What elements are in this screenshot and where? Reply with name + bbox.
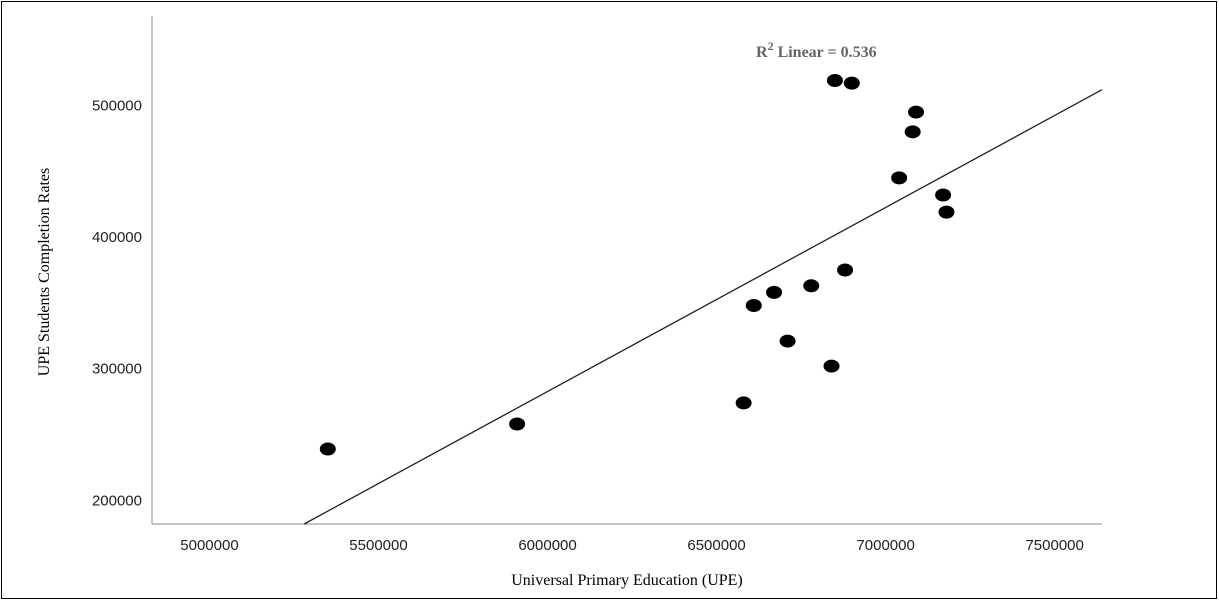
y-tick-label: 500000 — [92, 97, 142, 114]
data-point — [509, 417, 526, 431]
linear-fit-line — [303, 89, 1103, 525]
y-tick-label: 200000 — [92, 492, 142, 509]
x-tick-label: 7000000 — [856, 537, 914, 554]
data-point — [904, 125, 921, 139]
x-tick-label: 6000000 — [518, 537, 576, 554]
data-point — [766, 285, 783, 299]
data-point — [908, 105, 925, 119]
x-tick-label: 5000000 — [180, 537, 238, 554]
x-axis-title: Universal Primary Education (UPE) — [511, 572, 743, 589]
data-point — [745, 299, 762, 313]
data-point — [837, 263, 854, 277]
x-tick-label: 7500000 — [1025, 537, 1083, 554]
y-tick-label: 400000 — [92, 229, 142, 246]
data-point — [735, 396, 752, 410]
data-point — [843, 76, 860, 90]
data-point — [938, 205, 955, 219]
r2-annotation: R2 Linear = 0.536 — [756, 39, 877, 61]
x-tick-label: 5500000 — [349, 537, 407, 554]
y-axis-title: UPE Students Completion Rates — [36, 168, 53, 376]
data-point — [826, 73, 843, 87]
x-tick-labels: 5000000 5500000 6000000 6500000 7000000 75000… — [180, 537, 1084, 554]
y-tick-labels: 200000 300000 400000 500000 — [92, 97, 142, 509]
data-point — [935, 188, 952, 202]
data-point — [823, 359, 840, 373]
data-point — [803, 279, 820, 293]
data-point — [779, 334, 796, 348]
y-tick-label: 300000 — [92, 361, 142, 378]
axes — [151, 16, 1102, 525]
data-point — [319, 442, 336, 456]
data-points — [319, 73, 955, 456]
data-point — [891, 171, 908, 185]
x-tick-label: 6500000 — [687, 537, 745, 554]
